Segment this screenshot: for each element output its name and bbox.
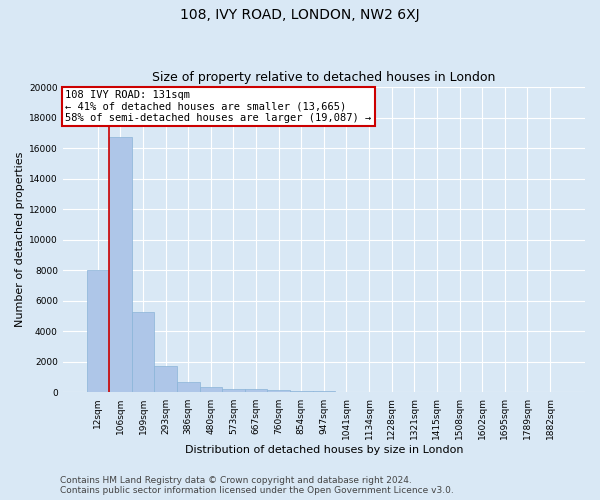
Bar <box>86 270 109 392</box>
Bar <box>245 390 268 392</box>
Y-axis label: Number of detached properties: Number of detached properties <box>15 152 25 328</box>
Bar <box>132 312 154 392</box>
Bar <box>268 390 290 392</box>
Text: Contains HM Land Registry data © Crown copyright and database right 2024.
Contai: Contains HM Land Registry data © Crown c… <box>60 476 454 495</box>
X-axis label: Distribution of detached houses by size in London: Distribution of detached houses by size … <box>185 445 463 455</box>
Title: Size of property relative to detached houses in London: Size of property relative to detached ho… <box>152 72 496 85</box>
Text: 108 IVY ROAD: 131sqm
← 41% of detached houses are smaller (13,665)
58% of semi-d: 108 IVY ROAD: 131sqm ← 41% of detached h… <box>65 90 371 124</box>
Text: 108, IVY ROAD, LONDON, NW2 6XJ: 108, IVY ROAD, LONDON, NW2 6XJ <box>180 8 420 22</box>
Bar <box>154 366 177 392</box>
Bar <box>222 389 245 392</box>
Bar <box>290 391 313 392</box>
Bar <box>200 387 222 392</box>
Bar <box>177 382 200 392</box>
Bar <box>109 138 132 392</box>
